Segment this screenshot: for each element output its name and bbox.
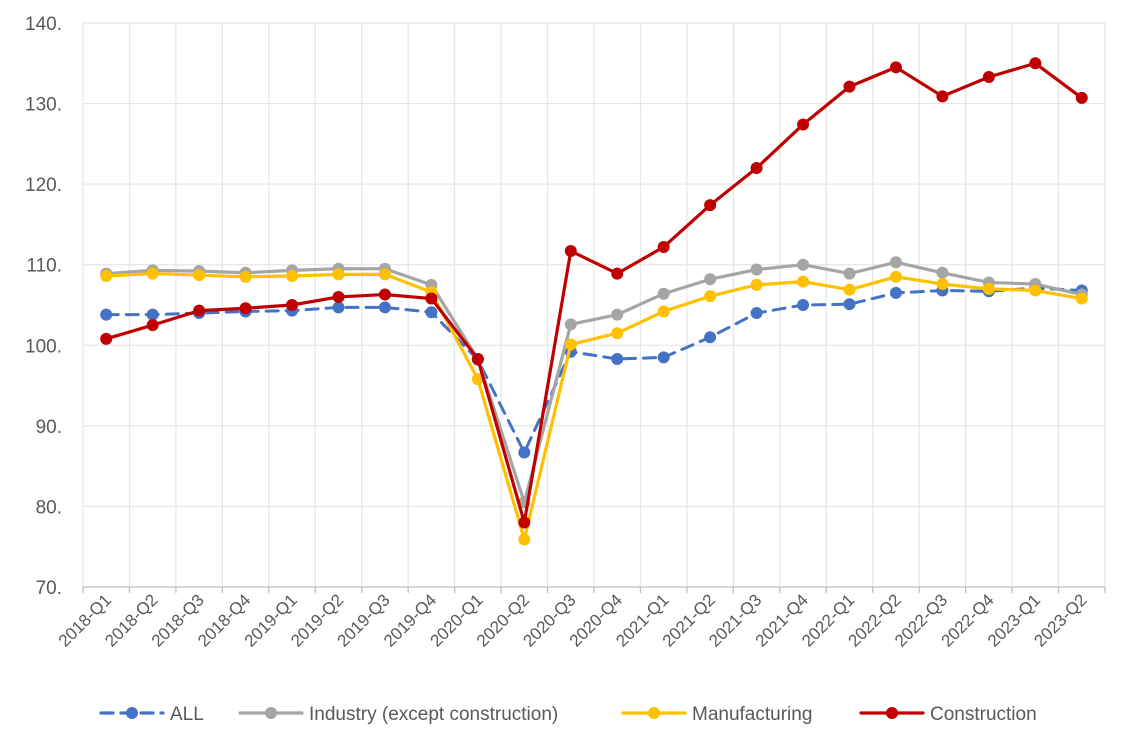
data-point: [378, 268, 391, 281]
series-line: [104, 260, 1084, 504]
data-point: [843, 283, 856, 296]
legend-marker: [265, 707, 277, 719]
series-line: [104, 61, 1084, 525]
data-point: [146, 319, 159, 332]
y-tick-label: 140.: [25, 14, 62, 35]
data-point: [378, 288, 391, 301]
y-tick-label: 90.: [36, 417, 62, 438]
data-point: [704, 331, 717, 344]
data-point: [657, 287, 670, 300]
gridlines: [82, 22, 1106, 587]
data-point: [843, 298, 856, 311]
legend-entry: Industry (except construction): [238, 704, 558, 725]
data-point: [564, 338, 577, 351]
legend-label: Construction: [930, 704, 1037, 725]
data-point: [750, 263, 763, 276]
data-point: [936, 90, 949, 103]
data-point: [286, 269, 299, 282]
data-point: [100, 308, 113, 321]
data-point: [146, 267, 159, 280]
data-point: [936, 278, 949, 291]
data-point: [611, 327, 624, 340]
data-point: [704, 199, 717, 212]
data-point: [843, 80, 856, 93]
axes: 70.80.90.100.110.120.130.140.2018-Q12018…: [25, 14, 1106, 651]
data-point: [193, 269, 206, 282]
data-point: [332, 268, 345, 281]
data-point: [146, 308, 159, 321]
y-tick-label: 130.: [25, 95, 62, 116]
data-point: [611, 352, 624, 365]
data-point: [750, 307, 763, 320]
data-point: [889, 270, 902, 283]
data-point: [378, 301, 391, 314]
y-tick-label: 100.: [25, 336, 62, 357]
data-point: [425, 292, 438, 305]
data-point: [797, 299, 810, 311]
series-3: [100, 57, 1088, 529]
y-tick-label: 70.: [36, 578, 62, 599]
legend-entry: Manufacturing: [621, 704, 812, 725]
series-line: [104, 286, 1084, 454]
data-point: [518, 446, 531, 459]
data-point: [518, 533, 531, 546]
legend-entry: Construction: [859, 704, 1037, 725]
legend-marker: [648, 707, 660, 719]
data-point: [471, 373, 484, 386]
y-tick-label: 120.: [25, 175, 62, 196]
data-point: [1075, 91, 1088, 104]
data-point: [564, 245, 577, 258]
data-point: [564, 318, 577, 331]
legend-entry: ALL: [99, 704, 204, 725]
data-point: [982, 282, 995, 295]
data-point: [471, 352, 484, 365]
data-point: [100, 332, 113, 345]
data-point: [1029, 57, 1042, 70]
data-point: [657, 240, 670, 253]
series-2: [100, 267, 1088, 546]
data-point: [611, 308, 624, 321]
data-point: [704, 290, 717, 303]
data-point: [750, 278, 763, 291]
legend-label: Manufacturing: [692, 704, 812, 725]
data-point: [889, 61, 902, 74]
data-point: [982, 70, 995, 83]
data-point: [518, 516, 531, 529]
data-point: [797, 118, 810, 131]
data-point: [1029, 284, 1042, 297]
data-point: [657, 305, 670, 318]
legend-label: ALL: [170, 704, 204, 725]
data-point: [239, 302, 252, 315]
data-point: [936, 266, 949, 279]
data-point: [239, 270, 252, 283]
data-point: [611, 267, 624, 280]
data-point: [704, 273, 717, 286]
data-point: [889, 256, 902, 269]
data-point: [100, 269, 113, 282]
data-point: [286, 299, 299, 311]
legend-label: Industry (except construction): [309, 704, 558, 725]
legend-marker: [886, 707, 898, 719]
series-line: [104, 271, 1084, 542]
legend: ALL Industry (except construction) Manufac…: [99, 704, 1037, 725]
data-point: [657, 351, 670, 364]
data-point: [797, 275, 810, 288]
data-point: [1075, 292, 1088, 305]
data-point: [843, 267, 856, 280]
data-point: [332, 290, 345, 303]
legend-marker: [126, 707, 138, 719]
y-tick-label: 80.: [36, 497, 62, 518]
data-point: [332, 301, 345, 314]
series-lines: [100, 57, 1088, 546]
data-point: [425, 306, 438, 319]
data-point: [750, 162, 763, 175]
data-point: [797, 258, 810, 271]
data-point: [193, 304, 206, 317]
y-tick-label: 110.: [26, 256, 62, 277]
data-point: [889, 286, 902, 299]
